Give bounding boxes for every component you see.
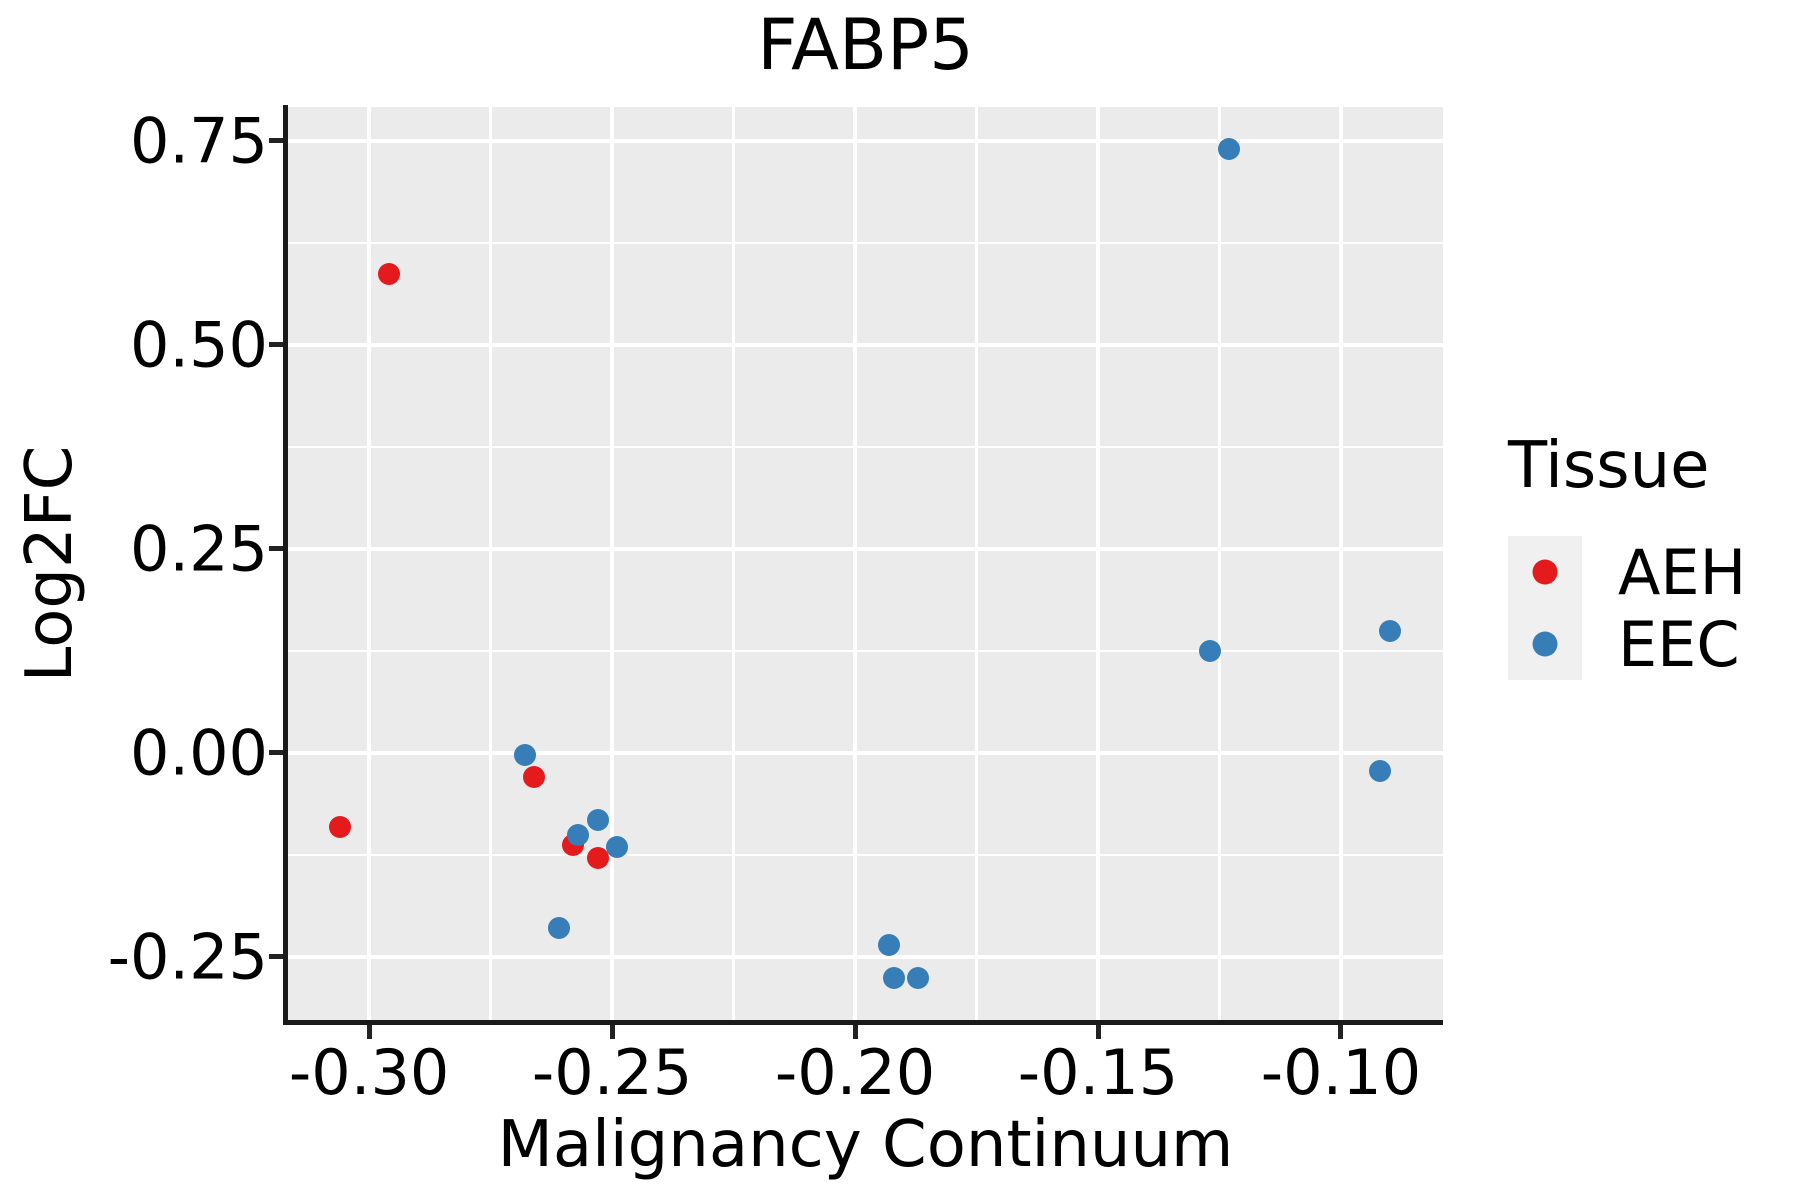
y-tick-mark xyxy=(269,138,283,144)
gridline-x-major xyxy=(853,107,858,1022)
data-point-eec xyxy=(907,967,930,990)
gridline-y-major xyxy=(288,750,1443,755)
gridline-y-minor xyxy=(288,445,1443,449)
gridline-y-minor xyxy=(288,853,1443,857)
x-tick-mark xyxy=(852,1025,858,1039)
gridline-x-minor xyxy=(1218,107,1221,1022)
x-tick-mark xyxy=(1338,1025,1344,1039)
data-point-eec xyxy=(547,916,570,939)
y-tick-label: 0.25 xyxy=(129,512,268,586)
y-tick-label: 0.00 xyxy=(129,716,268,790)
legend-title: Tissue xyxy=(1508,429,1710,503)
data-point-aeh xyxy=(377,262,400,285)
y-axis-line xyxy=(283,105,288,1025)
x-tick-label: -0.25 xyxy=(531,1036,693,1109)
y-tick-label: -0.25 xyxy=(107,920,268,994)
data-point-eec xyxy=(1378,619,1401,642)
x-tick-label: -0.20 xyxy=(774,1036,936,1109)
legend-key xyxy=(1508,536,1582,608)
data-point-eec xyxy=(586,808,609,831)
gridline-x-minor xyxy=(489,107,492,1022)
data-point-aeh xyxy=(523,765,546,788)
legend-label: EEC xyxy=(1618,607,1740,681)
data-point-eec xyxy=(513,743,536,766)
data-point-aeh xyxy=(586,847,609,870)
data-point-aeh xyxy=(328,816,351,839)
legend-item-aeh: AEH xyxy=(1508,535,1798,609)
data-point-eec xyxy=(1198,639,1221,662)
x-tick-mark xyxy=(609,1025,615,1039)
gridline-y-major xyxy=(288,546,1443,551)
legend-key-dot-icon xyxy=(1532,631,1558,657)
gridline-x-minor xyxy=(732,107,735,1022)
gridline-y-major xyxy=(288,138,1443,143)
gridline-x-major xyxy=(367,107,372,1022)
gridline-x-major xyxy=(610,107,615,1022)
y-tick-mark xyxy=(269,954,283,960)
x-axis-line xyxy=(283,1020,1443,1025)
data-point-eec xyxy=(1218,138,1241,161)
data-point-eec xyxy=(605,835,628,858)
x-tick-label: -0.30 xyxy=(288,1036,450,1109)
x-tick-mark xyxy=(1095,1025,1101,1039)
gridline-y-major xyxy=(288,342,1443,347)
legend-label: AEH xyxy=(1618,535,1747,609)
x-tick-mark xyxy=(366,1025,372,1039)
y-tick-mark xyxy=(269,342,283,348)
plot-title: FABP5 xyxy=(757,4,974,86)
y-tick-label: 0.50 xyxy=(129,308,268,382)
legend-key-dot-icon xyxy=(1532,559,1558,585)
y-axis-title: Log2FC xyxy=(13,445,87,683)
y-tick-mark xyxy=(269,546,283,552)
x-axis-title: Malignancy Continuum xyxy=(497,1108,1234,1182)
gridline-x-minor xyxy=(975,107,978,1022)
legend-key xyxy=(1508,608,1582,680)
gridline-x-major xyxy=(1096,107,1100,1022)
legend-item-eec: EEC xyxy=(1508,607,1798,681)
data-point-eec xyxy=(567,823,590,846)
data-point-eec xyxy=(882,967,905,990)
data-point-eec xyxy=(878,933,901,956)
x-tick-label: -0.15 xyxy=(1017,1036,1179,1109)
legend-items: AEH EEC xyxy=(1508,535,1798,681)
gridline-x-major xyxy=(1338,107,1343,1022)
gridline-y-minor xyxy=(288,241,1443,245)
x-tick-label: -0.10 xyxy=(1260,1036,1422,1109)
y-tick-mark xyxy=(269,750,283,756)
legend: Tissue AEH EEC xyxy=(1508,424,1798,681)
gridline-y-minor xyxy=(288,649,1443,653)
data-point-eec xyxy=(1368,759,1391,782)
gridline-y-major xyxy=(288,954,1443,959)
y-tick-label: 0.75 xyxy=(129,104,268,178)
plot-panel xyxy=(288,107,1443,1022)
